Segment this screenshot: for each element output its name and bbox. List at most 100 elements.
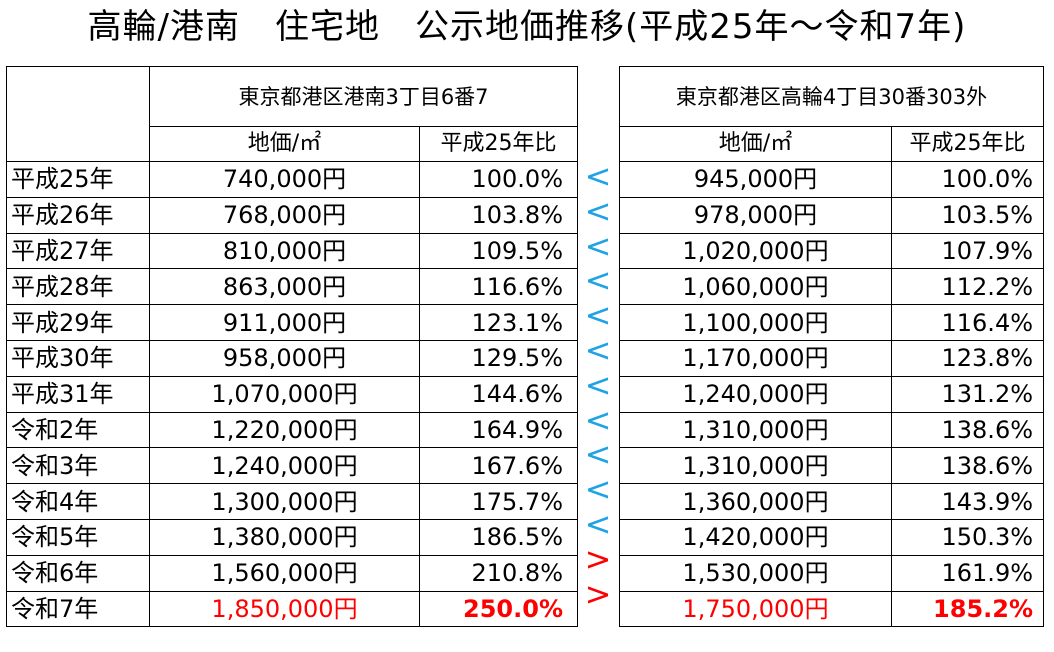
- right-ratio-cell: 112.2%: [890, 268, 1045, 306]
- right-ratio-cell: 185.2%: [890, 590, 1045, 628]
- right-ratio-cell: 150.3%: [890, 518, 1045, 556]
- right-ratio-cell: 107.9%: [890, 232, 1045, 270]
- table-row: 1,100,000円 116.4%: [619, 304, 1045, 341]
- left-price-cell: 1,380,000円: [149, 518, 420, 556]
- table-row: 1,020,000円 107.9%: [619, 232, 1045, 270]
- left-ratio-header: 平成25年比: [419, 126, 578, 162]
- right-ratio-cell: 123.8%: [890, 339, 1045, 377]
- year-cell: 令和7年: [6, 590, 150, 628]
- right-price-cell: 945,000円: [619, 161, 892, 198]
- left-location-label: 東京都港区港南3丁目6番7: [149, 66, 578, 127]
- left-ratio-cell: 129.5%: [419, 339, 578, 377]
- left-price-cell: 740,000円: [149, 161, 420, 198]
- greater-than-mark: >: [584, 574, 612, 613]
- right-price-cell: 1,310,000円: [619, 411, 892, 449]
- right-price-cell: 1,420,000円: [619, 518, 892, 556]
- table-row: 1,530,000円 161.9%: [619, 554, 1045, 592]
- left-price-cell: 1,240,000円: [149, 447, 420, 485]
- year-cell: 平成31年: [6, 375, 150, 413]
- table-row: 平成28年 863,000円 116.6%: [6, 268, 578, 306]
- table-row: 令和5年 1,380,000円 186.5%: [6, 518, 578, 556]
- less-than-mark: <: [584, 331, 612, 369]
- left-header-row: 東京都港区港南3丁目6番7: [6, 66, 578, 162]
- right-ratio-cell: 138.6%: [890, 447, 1045, 485]
- less-than-mark: <: [584, 261, 612, 300]
- table-row: 1,360,000円 143.9%: [619, 483, 1045, 520]
- right-ratio-cell: 103.5%: [890, 196, 1045, 234]
- table-row: 平成26年 768,000円 103.8%: [6, 196, 578, 234]
- table-row: 1,240,000円 131.2%: [619, 375, 1045, 413]
- right-price-cell: 1,530,000円: [619, 554, 892, 592]
- left-ratio-cell: 250.0%: [419, 590, 578, 628]
- left-price-cell: 1,300,000円: [149, 483, 420, 520]
- right-header-row: 東京都港区高輪4丁目30番303外: [618, 66, 1045, 127]
- table-row: 平成25年 740,000円 100.0%: [6, 161, 578, 198]
- year-cell: 令和5年: [6, 518, 150, 556]
- left-ratio-cell: 164.9%: [419, 411, 578, 449]
- table-row: 令和3年 1,240,000円 167.6%: [6, 447, 578, 485]
- right-location-label: 東京都港区高輪4丁目30番303外: [618, 66, 1045, 127]
- table-row: 1,170,000円 123.8%: [619, 339, 1045, 377]
- table-row: 1,750,000円 185.2%: [619, 590, 1045, 628]
- left-ratio-cell: 144.6%: [419, 375, 578, 413]
- right-ratio-header: 平成25年比: [890, 126, 1045, 162]
- left-price-cell: 768,000円: [149, 196, 420, 234]
- right-column-header-row: 地価/㎡ 平成25年比: [619, 126, 1045, 162]
- less-than-mark: <: [584, 157, 612, 195]
- less-than-mark: <: [584, 400, 612, 439]
- year-cell: 平成30年: [6, 339, 150, 377]
- right-ratio-cell: 143.9%: [890, 483, 1045, 520]
- left-ratio-cell: 123.1%: [419, 304, 578, 341]
- right-price-cell: 1,310,000円: [619, 447, 892, 485]
- left-ratio-cell: 116.6%: [419, 268, 578, 306]
- left-price-cell: 958,000円: [149, 339, 420, 377]
- year-cell: 令和3年: [6, 447, 150, 485]
- left-price-header: 地価/㎡: [149, 126, 420, 162]
- table-row: 令和4年 1,300,000円 175.7%: [6, 483, 578, 520]
- table-row: 1,060,000円 112.2%: [619, 268, 1045, 306]
- left-price-cell: 1,070,000円: [149, 375, 420, 413]
- table-row: 978,000円 103.5%: [619, 196, 1045, 234]
- left-ratio-cell: 210.8%: [419, 554, 578, 592]
- left-price-cell: 863,000円: [149, 268, 420, 306]
- left-price-cell: 1,850,000円: [149, 590, 420, 628]
- year-cell: 令和4年: [6, 483, 150, 520]
- less-than-mark: <: [584, 226, 612, 265]
- left-price-table: 東京都港区港南3丁目6番7 地価/㎡ 平成25年比 平成25年 740,000円 1…: [6, 66, 578, 628]
- right-price-cell: 1,360,000円: [619, 483, 892, 520]
- right-ratio-cell: 116.4%: [890, 304, 1045, 341]
- right-price-cell: 978,000円: [619, 196, 892, 234]
- right-ratio-cell: 161.9%: [890, 554, 1045, 592]
- left-price-cell: 810,000円: [149, 232, 420, 270]
- right-price-cell: 1,100,000円: [619, 304, 892, 341]
- greater-than-mark: >: [584, 539, 612, 578]
- year-cell: 平成29年: [6, 304, 150, 341]
- less-than-mark: <: [584, 296, 612, 335]
- left-ratio-cell: 175.7%: [419, 483, 578, 520]
- less-than-mark: <: [584, 505, 612, 543]
- table-row: 平成30年 958,000円 129.5%: [6, 339, 578, 377]
- table-row: 1,420,000円 150.3%: [619, 518, 1045, 556]
- table-row: 令和7年 1,850,000円 250.0%: [6, 590, 578, 628]
- right-price-cell: 1,170,000円: [619, 339, 892, 377]
- year-cell: 平成27年: [6, 232, 150, 270]
- less-than-mark: <: [584, 470, 612, 509]
- table-row: 1,310,000円 138.6%: [619, 447, 1045, 485]
- table-row: 平成27年 810,000円 109.5%: [6, 232, 578, 270]
- right-price-cell: 1,020,000円: [619, 232, 892, 270]
- left-ratio-cell: 100.0%: [419, 161, 578, 198]
- table-row: 平成31年 1,070,000円 144.6%: [6, 375, 578, 413]
- left-ratio-cell: 103.8%: [419, 196, 578, 234]
- left-column-header-row: 地価/㎡ 平成25年比: [7, 126, 578, 162]
- left-ratio-cell: 109.5%: [419, 232, 578, 270]
- left-price-cell: 911,000円: [149, 304, 420, 341]
- left-price-cell: 1,560,000円: [149, 554, 420, 592]
- less-than-mark: <: [584, 435, 612, 474]
- page-title: 高輪/港南 住宅地 公示地価推移(平成25年～令和7年): [87, 7, 967, 47]
- right-ratio-cell: 131.2%: [890, 375, 1045, 413]
- left-ratio-cell: 167.6%: [419, 447, 578, 485]
- less-than-mark: <: [584, 365, 612, 404]
- less-than-mark: <: [584, 191, 612, 230]
- right-price-header: 地価/㎡: [619, 126, 892, 162]
- year-cell: 令和6年: [6, 554, 150, 592]
